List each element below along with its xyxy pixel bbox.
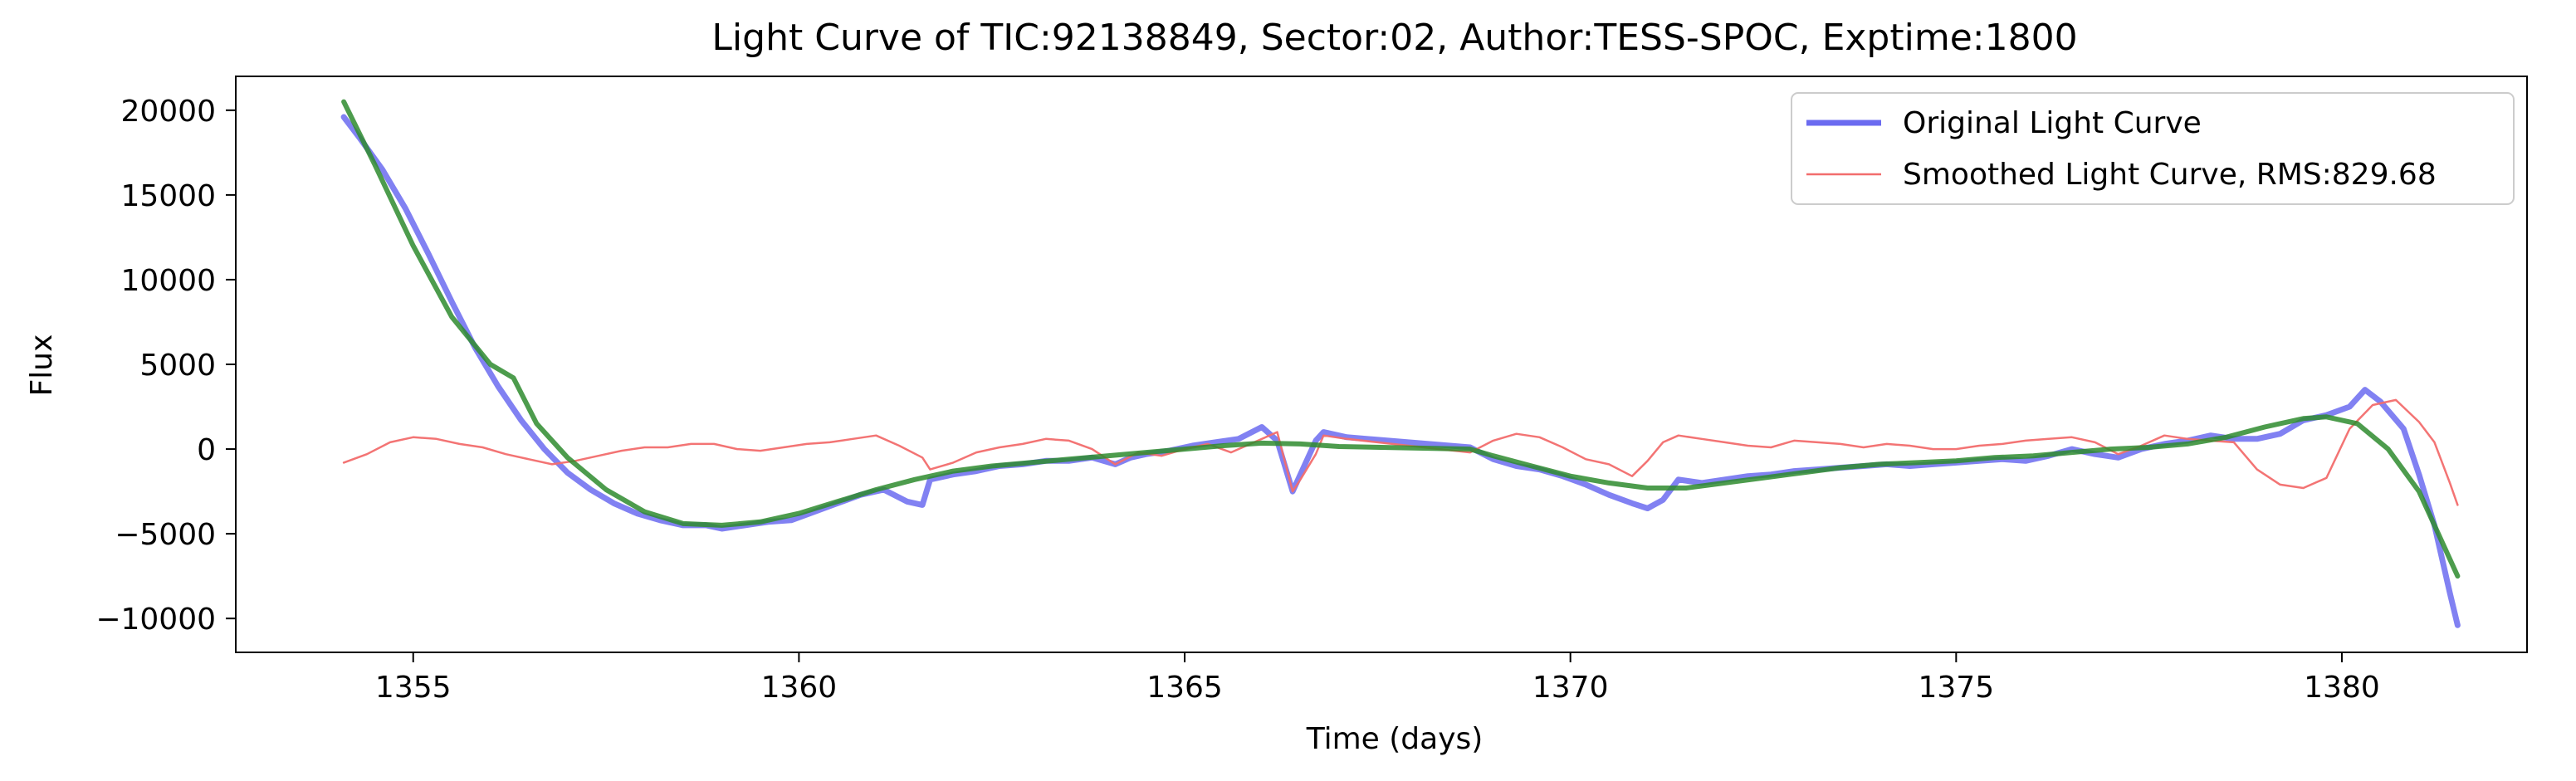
x-tick-label: 1360	[761, 671, 838, 705]
plot-lines	[340, 99, 2461, 628]
legend-label-original: Original Light Curve	[1903, 106, 2202, 140]
y-tick-label: −10000	[95, 603, 216, 637]
series-trend-line	[341, 99, 2461, 579]
y-axis: −10000 −5000 0 5000 10000 15000 20000	[95, 95, 236, 637]
x-tick-label: 1370	[1532, 671, 1609, 705]
y-axis-label: Flux	[25, 334, 59, 397]
y-tick-label: 20000	[120, 95, 216, 129]
x-tick-label: 1365	[1146, 671, 1223, 705]
legend-box	[1791, 92, 2515, 205]
legend-label-smoothed: Smoothed Light Curve, RMS:829.68	[1903, 158, 2437, 192]
y-tick-label: 5000	[139, 349, 216, 383]
x-tick-label: 1375	[1919, 671, 1995, 705]
y-tick-label: 0	[197, 433, 216, 467]
y-tick-label: −5000	[115, 518, 216, 552]
chart-title: Light Curve of TIC:92138849, Sector:02, …	[711, 17, 2077, 59]
x-axis-label: Time (days)	[1306, 722, 1484, 756]
legend: Original Light Curve Smoothed Light Curv…	[1791, 92, 2515, 205]
y-tick-label: 15000	[120, 179, 216, 213]
x-tick-label: 1380	[2304, 671, 2380, 705]
y-tick-label: 10000	[120, 264, 216, 298]
x-tick-label: 1355	[375, 671, 452, 705]
x-axis: 1355 1360 1365 1370 1375 1380	[375, 652, 2380, 705]
